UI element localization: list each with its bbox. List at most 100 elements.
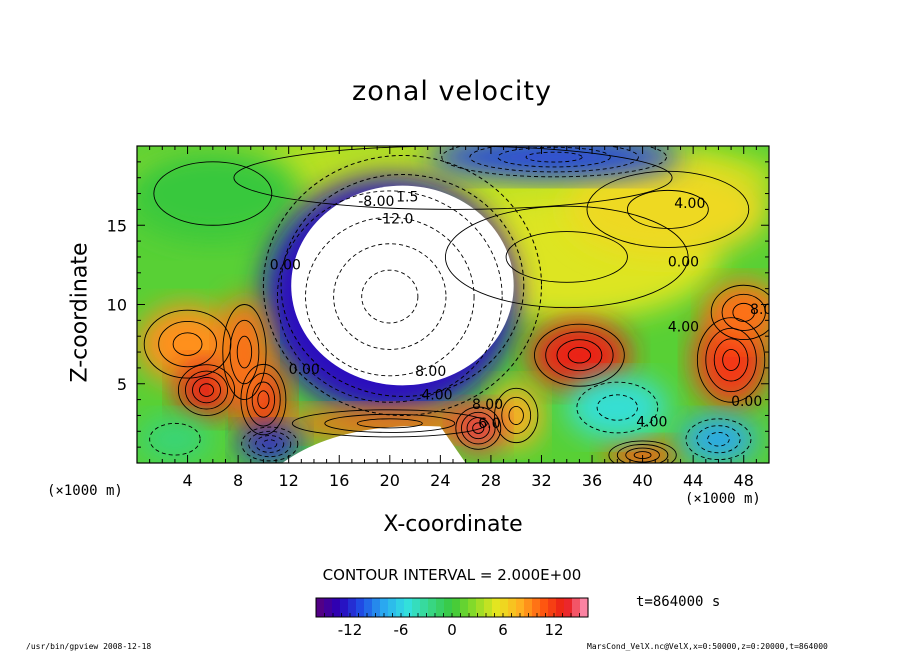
contour-line — [466, 417, 490, 440]
time-label: t=864000 s — [636, 594, 721, 610]
contour-line — [255, 435, 285, 453]
contour-label: 0.00 — [289, 362, 320, 378]
contour-line — [172, 332, 203, 356]
y-tick-label: 5 — [117, 375, 127, 394]
x-tick-label: 36 — [582, 471, 602, 490]
contour-line — [696, 317, 766, 403]
contour-line — [586, 170, 750, 248]
footer-source: MarsCond_VelX.nc@VelX,x=0:50000,z=0:2000… — [587, 642, 828, 651]
contour-line — [251, 381, 276, 418]
contour-labels: -8.00 -12.0 1.5 4.00 0.00 0.00 8.00 4.00 8.00 4.0… — [270, 189, 781, 432]
colorbar-swatch — [380, 598, 389, 617]
contour-line — [508, 405, 524, 425]
contour-line — [722, 348, 740, 371]
colorbar-swatch — [428, 598, 437, 617]
contour-label: 4.00 — [636, 415, 667, 431]
colorbar-swatch — [372, 598, 381, 617]
velocity-region — [453, 404, 504, 452]
x-tick-label: 12 — [279, 471, 299, 490]
y-tick-label: 15 — [107, 216, 127, 235]
colorbar-tick-label: -6 — [394, 621, 409, 639]
contour-interval-label: CONTOUR INTERVAL = 2.000E+00 — [322, 566, 582, 584]
contour-line — [545, 331, 614, 379]
colorbar-swatch — [436, 598, 445, 617]
contour-label: 8.00 — [472, 397, 503, 413]
contour-label: 4.00 — [674, 196, 705, 212]
contour-line — [705, 327, 757, 393]
colorbar-swatch — [540, 598, 549, 617]
x-tick-label: 48 — [734, 471, 754, 490]
colorbar-swatch — [580, 598, 589, 617]
velocity-region — [238, 424, 302, 463]
colorbar-swatch — [316, 598, 325, 617]
contour-line — [441, 146, 667, 178]
velocity-region — [427, 146, 681, 180]
colorbar-tick-label: 6 — [498, 621, 508, 639]
colorbar-swatch — [364, 598, 373, 617]
contour-line — [356, 418, 423, 429]
contour-line — [280, 174, 525, 397]
colorbar-swatch — [388, 598, 397, 617]
colorbar-swatch — [524, 598, 533, 617]
contour-line — [596, 394, 638, 421]
contour-label: 8.00 — [750, 302, 781, 318]
colorbar-swatch — [476, 598, 485, 617]
colorbar-swatch — [556, 598, 565, 617]
contour-line — [732, 302, 756, 322]
x-tick-label: 16 — [329, 471, 349, 490]
colorbar-swatch — [340, 598, 349, 617]
contour-line — [233, 146, 673, 210]
contour-line — [460, 411, 496, 445]
contour-label: 1.5 — [396, 189, 418, 205]
contour-label: 6.0 — [478, 416, 500, 432]
contour-line — [241, 426, 299, 462]
contour-line — [291, 409, 488, 438]
contour-lines — [143, 146, 769, 463]
x-unit-label-left: (×1000 m) — [47, 483, 123, 499]
footer-program: /usr/bin/gpview 2008-12-18 — [26, 642, 152, 651]
colorbar-tick-label: 0 — [447, 621, 457, 639]
colorbar-swatch — [516, 598, 525, 617]
contour-line — [576, 381, 659, 434]
contour-line — [626, 189, 709, 229]
colorbar-swatch — [412, 598, 421, 617]
contour-line — [333, 243, 447, 350]
colorbar-swatch — [460, 598, 469, 617]
contour-line — [696, 425, 741, 454]
velocity-region — [528, 320, 630, 391]
contour-label: 0.00 — [668, 254, 699, 270]
colorbar-swatch — [468, 598, 477, 617]
contour-line — [257, 390, 270, 409]
colorbar-swatch — [324, 598, 333, 617]
contour-line — [444, 205, 689, 309]
colorbar-swatch — [420, 598, 429, 617]
velocity-region — [566, 375, 668, 440]
colorbar-swatch — [508, 598, 517, 617]
x-tick-label: 40 — [632, 471, 652, 490]
x-tick-label: 24 — [430, 471, 450, 490]
contour-line — [501, 396, 532, 435]
colorbar-swatch — [548, 598, 557, 617]
contour-label: 4.00 — [421, 388, 452, 404]
contour-line — [153, 161, 273, 226]
colorbar-swatch — [532, 598, 541, 617]
colorbar-swatch — [452, 598, 461, 617]
contour-label: 0.00 — [270, 258, 301, 274]
contour-line — [534, 323, 625, 387]
colorbar-tick-label: 12 — [544, 621, 563, 639]
contour-line — [710, 284, 769, 341]
y-axis-label: Z-coordinate — [67, 242, 93, 383]
colorbar-swatch — [484, 598, 493, 617]
contour-line — [222, 304, 267, 401]
x-tick-label: 20 — [380, 471, 400, 490]
contour-line — [455, 406, 502, 450]
colorbar-swatch — [348, 598, 357, 617]
contour-line — [143, 309, 232, 379]
contour-line — [505, 231, 628, 283]
x-tick-label: 32 — [531, 471, 551, 490]
masked-region-upper — [291, 185, 514, 386]
x-axis-label: X-coordinate — [383, 512, 523, 537]
contour-line — [707, 431, 730, 447]
